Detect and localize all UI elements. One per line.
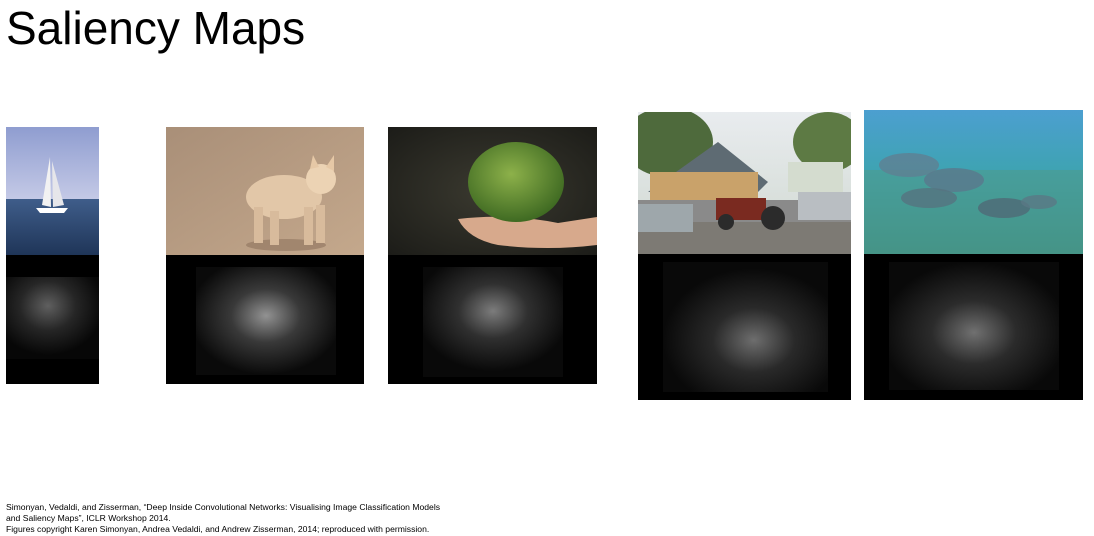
citation-line-2: and Saliency Maps”, ICLR Workshop 2014. [6,513,171,523]
citation-line-1: Simonyan, Vedaldi, and Zisserman, “Deep … [6,502,441,512]
citation: Simonyan, Vedaldi, and Zisserman, “Deep … [6,502,440,535]
sailboat-figure [6,127,99,384]
citation-line-3: Figures copyright Karen Simonyan, Andrea… [6,524,430,534]
dog-figure [166,127,364,384]
stingray-photo [864,110,1083,400]
house-photo [638,112,851,400]
slide-title: Saliency Maps [6,2,306,54]
house-figure [638,112,851,400]
dog-photo [166,127,364,384]
fruit-figure [388,127,597,384]
fruit-photo [388,127,597,384]
stingray-figure [864,110,1083,400]
sailboat-photo [6,127,99,384]
